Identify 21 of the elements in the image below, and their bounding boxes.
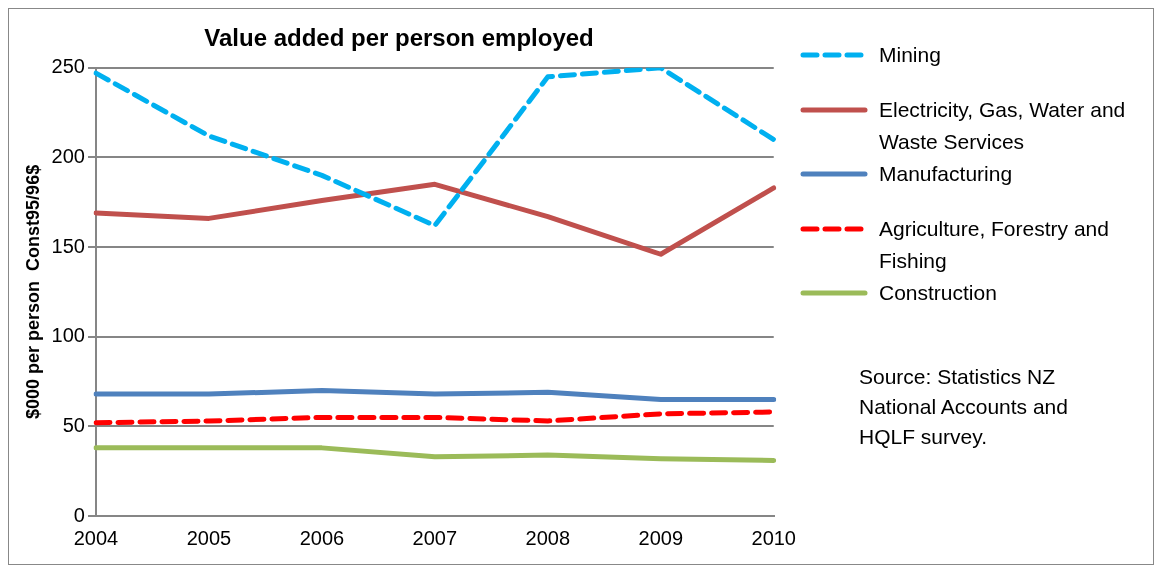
legend-label: Mining [879,42,941,68]
y-tick-label: 50 [62,413,85,436]
legend-label: Electricity, Gas, Water and Waste Services [879,97,1127,155]
y-tick-label: 100 [51,324,85,347]
x-tick-label: 2004 [73,526,119,549]
x-tick-label: 2009 [638,526,684,549]
y-tick-label: 150 [51,234,85,257]
y-tick-label: 0 [73,503,85,526]
legend-label: Construction [879,280,997,306]
x-tick-label: 2008 [525,526,571,549]
x-tick-label: 2007 [412,526,458,549]
legend-label: Agriculture, Forestry and Fishing [879,216,1110,274]
x-tick-label: 2010 [751,526,796,549]
y-tick-label: 250 [51,55,85,78]
y-tick-label: 200 [51,144,85,167]
x-tick-label: 2005 [186,526,232,549]
source-note: Source: Statistics NZ National Accounts and HQLF survey. [859,364,1069,450]
legend-label: Manufacturing [879,161,1013,187]
x-tick-label: 2006 [299,526,345,549]
y-axis-title: $000 per person Const95/96$ [22,164,43,419]
chart-title: Value added per person employed [204,24,594,52]
